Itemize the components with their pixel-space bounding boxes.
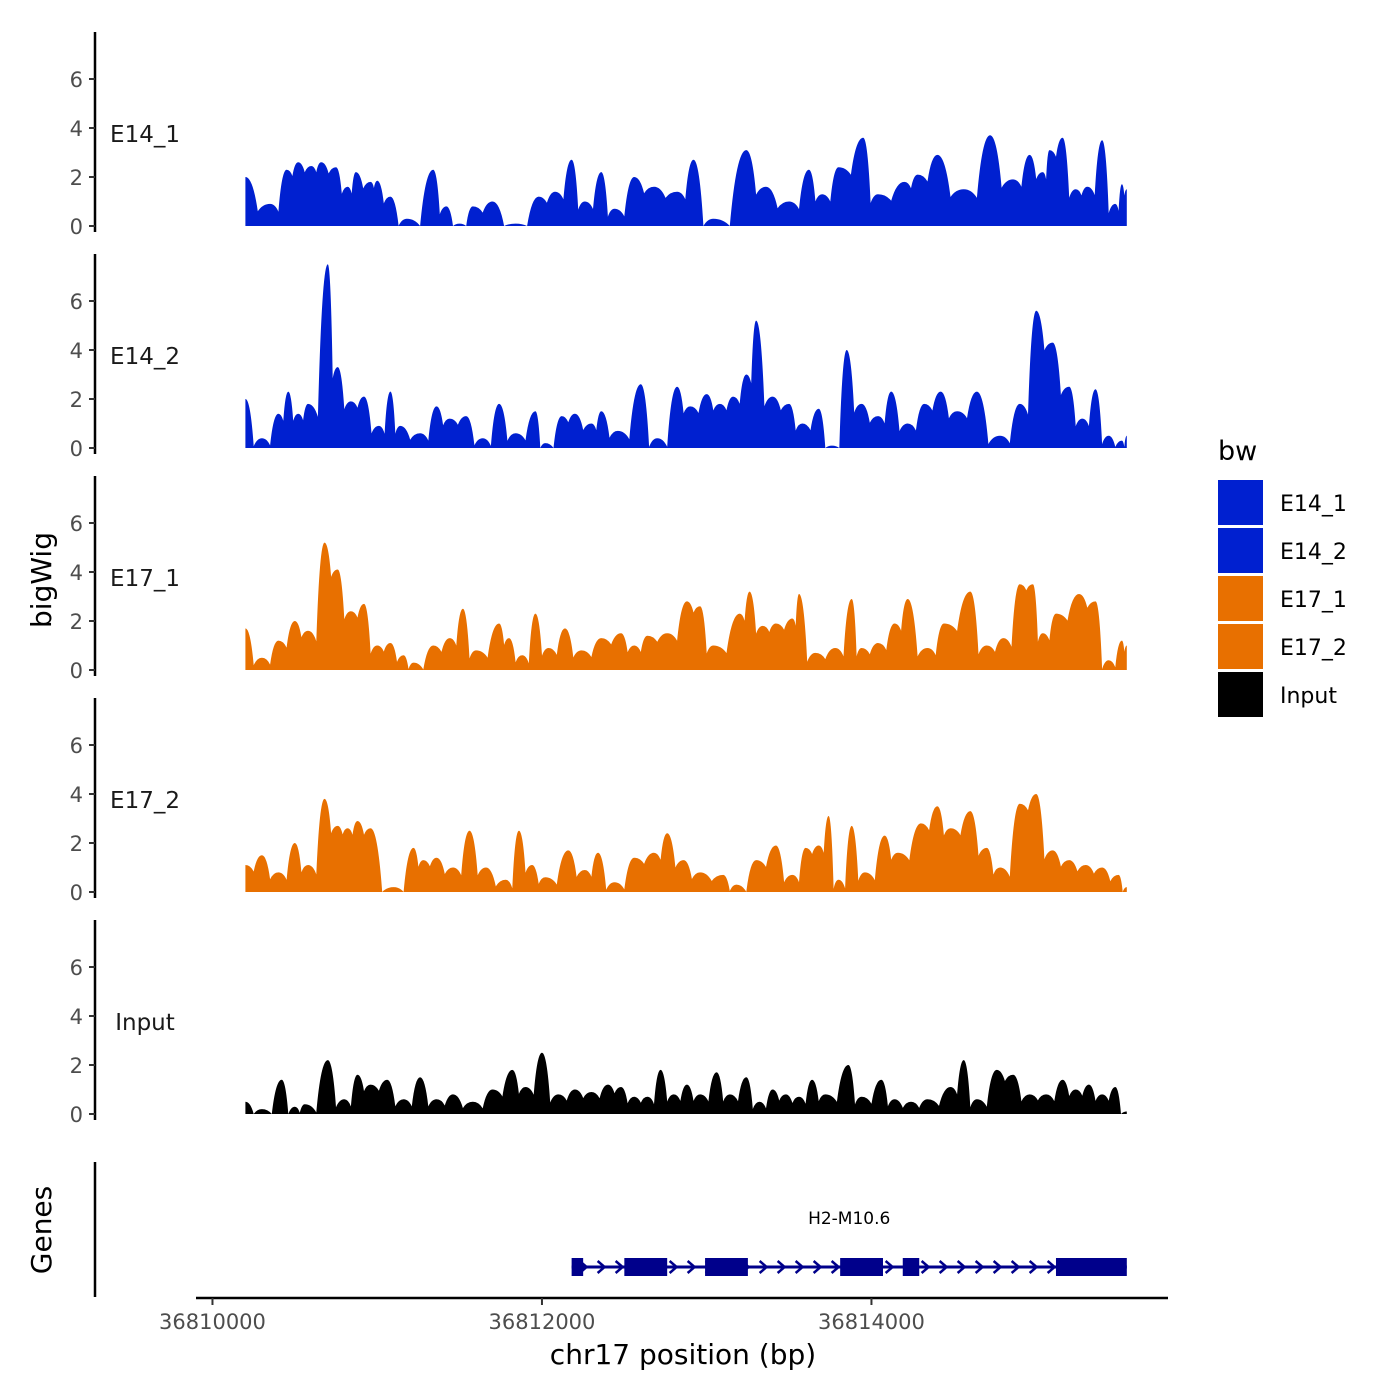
strand-arrow <box>830 1260 841 1274</box>
strand-arrow <box>668 1260 679 1274</box>
strand-arrow <box>1028 1260 1039 1274</box>
strand-arrow <box>974 1260 985 1274</box>
strand-arrow <box>992 1260 1003 1274</box>
track-label: E17_1 <box>110 566 180 592</box>
legend-label: E17_1 <box>1280 588 1347 613</box>
y-tick-label: 2 <box>70 388 83 412</box>
y-tick-label: 6 <box>70 956 83 980</box>
area-E14_2 <box>245 264 1127 448</box>
x-tick-label: 36812000 <box>489 1310 596 1334</box>
track-E17_1: 0 2 4 6 E17_1 <box>70 476 1127 683</box>
legend-swatch <box>1218 624 1263 669</box>
legend-title: bw <box>1218 436 1257 467</box>
track-label: Input <box>115 1010 175 1036</box>
strand-arrow <box>794 1260 805 1274</box>
strand-arrow <box>1010 1260 1021 1274</box>
track-label: E14_2 <box>110 344 180 370</box>
legend-swatch <box>1218 480 1263 525</box>
strand-arrow <box>1046 1260 1057 1274</box>
y-tick-label: 0 <box>70 437 83 461</box>
y-tick-label: 2 <box>70 166 83 190</box>
y-tick-label: 4 <box>70 1005 83 1029</box>
track-E14_1: 0 2 4 6 E14_1 <box>70 32 1127 239</box>
strand-arrow <box>614 1260 625 1274</box>
y-tick-label: 0 <box>70 881 83 905</box>
strand-arrow <box>956 1260 967 1274</box>
y-tick-label: 4 <box>70 783 83 807</box>
track-E17_2: 0 2 4 6 E17_2 <box>70 698 1127 905</box>
area-E14_1 <box>245 135 1127 226</box>
y-tick-label: 2 <box>70 610 83 634</box>
y-tick-label: 4 <box>70 117 83 141</box>
y-tick-label: 0 <box>70 215 83 239</box>
strand-arrow <box>596 1260 607 1274</box>
y-tick-label: 2 <box>70 832 83 856</box>
legend: bw E14_1 E14_2 E17_1 E17_2 Input <box>1218 436 1347 717</box>
gene-exon <box>624 1258 668 1276</box>
strand-arrow <box>776 1260 787 1274</box>
x-tick-label: 36810000 <box>159 1310 266 1334</box>
track-E14_2: 0 2 4 6 E14_2 <box>70 254 1127 461</box>
legend-swatch <box>1218 576 1263 621</box>
genes-axis-title: Genes <box>25 1186 58 1274</box>
x-axis-title: chr17 position (bp) <box>550 1338 816 1371</box>
gene-exon <box>840 1258 883 1276</box>
y-tick-label: 6 <box>70 734 83 758</box>
y-tick-label: 0 <box>70 659 83 683</box>
x-axis: 36810000 36812000 36814000 <box>159 1296 1168 1334</box>
gene-exon <box>705 1258 748 1276</box>
strand-arrow <box>812 1260 823 1274</box>
y-tick-label: 6 <box>70 68 83 92</box>
strand-arrow <box>920 1260 931 1274</box>
track-label: E14_1 <box>110 122 180 148</box>
legend-label: E14_2 <box>1280 540 1347 565</box>
gene-exon <box>571 1258 584 1276</box>
legend-label: E17_2 <box>1280 636 1347 661</box>
y-tick-label: 6 <box>70 512 83 536</box>
y-axis-title: bigWig <box>25 532 58 628</box>
y-tick-label: 6 <box>70 290 83 314</box>
legend-swatch <box>1218 528 1263 573</box>
area-E17_2 <box>245 794 1127 892</box>
strand-arrow <box>686 1260 697 1274</box>
strand-arrow <box>758 1260 769 1274</box>
gene-track: H2-M10.6 <box>93 1162 1127 1297</box>
strand-arrow <box>884 1260 895 1274</box>
tracks-layer: 0 2 4 6 E14_1 0 2 4 6 E14_2 0 2 4 6 E17_1 0 2 4 6 E17_2 0 2 4 6… <box>70 32 1127 1127</box>
x-tick-label: 36814000 <box>818 1310 925 1334</box>
area-E17_1 <box>245 542 1127 670</box>
y-tick-label: 4 <box>70 561 83 585</box>
legend-label: E14_1 <box>1280 492 1347 517</box>
legend-swatch <box>1218 672 1263 717</box>
gene-exon <box>1055 1258 1127 1276</box>
area-Input <box>245 1052 1127 1114</box>
track-label: E17_2 <box>110 788 180 814</box>
y-tick-label: 2 <box>70 1054 83 1078</box>
y-tick-label: 0 <box>70 1103 83 1127</box>
strand-arrow <box>938 1260 949 1274</box>
legend-label: Input <box>1280 684 1337 709</box>
y-tick-label: 4 <box>70 339 83 363</box>
gene-label: H2-M10.6 <box>808 1209 890 1229</box>
gene-exon <box>902 1258 920 1276</box>
track-Input: 0 2 4 6 Input <box>70 920 1127 1127</box>
